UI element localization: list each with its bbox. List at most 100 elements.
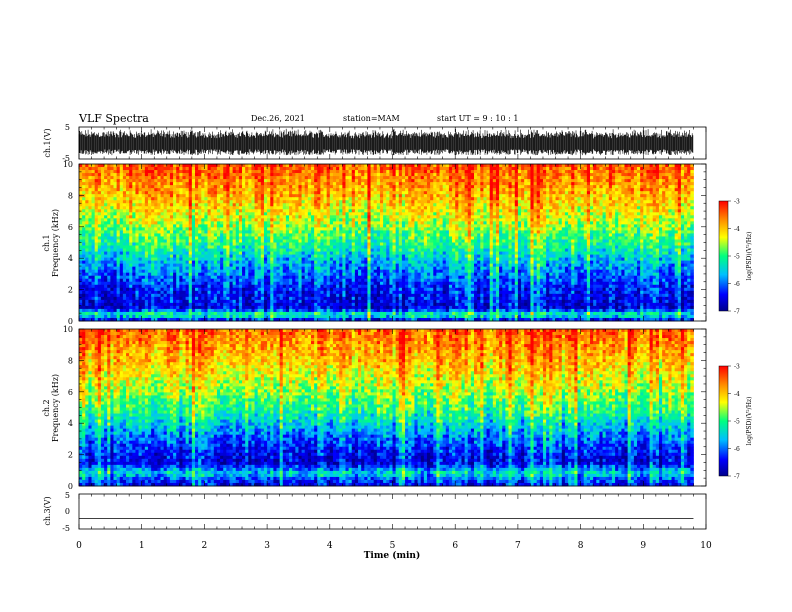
- spectrogram-cell: [389, 182, 393, 186]
- spectrogram-cell: [445, 218, 450, 222]
- spectrogram-cell: [201, 221, 205, 225]
- spectrogram-cell: [276, 206, 281, 210]
- spectrogram-cell: [401, 209, 406, 213]
- spectrogram-cell: [408, 206, 412, 210]
- spectrogram-cell: [608, 209, 613, 213]
- spectrogram-cell: [458, 203, 462, 207]
- spectrogram-cell: [138, 215, 143, 219]
- spectrogram-cell: [248, 218, 252, 222]
- spectrogram-cell: [502, 164, 506, 168]
- spectrogram-cell: [179, 164, 183, 168]
- spectrogram-cell: [307, 224, 312, 228]
- spectrogram-cell: [486, 179, 491, 183]
- spectrogram-cell: [129, 179, 133, 183]
- spectrogram-cell: [179, 215, 183, 219]
- spectrogram-cell: [655, 218, 660, 222]
- spectrogram-cell: [414, 182, 418, 186]
- spectrogram-cell: [655, 215, 660, 219]
- spectrogram-cell: [370, 215, 375, 219]
- spectrogram-cell: [336, 212, 340, 216]
- spectrogram-cell: [467, 173, 472, 177]
- spectrogram-cell: [514, 188, 519, 192]
- spectrogram-cell: [323, 209, 328, 213]
- spectrogram-cell: [474, 227, 478, 231]
- spectrogram-cell: [546, 221, 550, 225]
- spectrogram-cell: [104, 224, 108, 228]
- spectrogram-cell: [662, 203, 666, 207]
- spectrogram-cell: [568, 167, 572, 171]
- spectrogram-cell: [420, 173, 425, 177]
- spectrogram-cell: [508, 197, 513, 201]
- spectrogram-cell: [166, 233, 171, 237]
- spectrogram-cell: [568, 200, 572, 204]
- spectrogram-cell: [295, 197, 299, 201]
- spectrogram-cell: [317, 173, 321, 177]
- spectrogram-cell: [289, 212, 293, 216]
- spectrogram-cell: [169, 197, 174, 201]
- spectrogram-cell: [104, 209, 108, 213]
- spectrogram-cell: [216, 236, 221, 240]
- spectrogram-cell: [198, 173, 202, 177]
- spectrogram-cell: [370, 206, 375, 210]
- spectrogram-cell: [176, 179, 180, 183]
- spectrogram-cell: [326, 227, 331, 231]
- spectrogram-cell: [555, 203, 560, 207]
- spectrogram-cell: [182, 188, 186, 192]
- spectrogram-cell: [91, 203, 96, 207]
- spectrogram-cell: [232, 176, 237, 180]
- spectrogram-cell: [235, 206, 240, 210]
- spectrogram-cell: [379, 197, 384, 201]
- spectrogram-cell: [104, 227, 108, 231]
- spectrogram-cell: [684, 173, 688, 177]
- spectrogram-cell: [116, 203, 121, 207]
- spectrogram-cell: [615, 191, 619, 195]
- spectrogram-cell: [536, 191, 541, 195]
- spectrogram-cell: [564, 230, 569, 234]
- spectrogram-cell: [254, 227, 259, 231]
- spectrogram-cell: [336, 200, 340, 204]
- spectrogram-cell: [637, 236, 641, 240]
- spectrogram-cell: [511, 209, 516, 213]
- spectrogram-cell: [292, 233, 296, 237]
- spectrogram-cell: [166, 230, 171, 234]
- spectrogram-cell: [100, 203, 105, 207]
- spectrogram-cell: [615, 173, 619, 177]
- spectrogram-cell: [448, 191, 453, 195]
- spectrogram-cell: [144, 218, 149, 222]
- spectrogram-cell: [674, 206, 679, 210]
- spectrogram-cell: [483, 212, 487, 216]
- spectrogram-cell: [216, 188, 221, 192]
- spectrogram-cell: [461, 197, 466, 201]
- spectrogram-cell: [229, 227, 234, 231]
- spectrogram-cell: [633, 164, 638, 168]
- spectrogram-cell: [260, 182, 265, 186]
- spectrogram-cell: [188, 170, 193, 174]
- spectrogram-cell: [254, 209, 259, 213]
- spectrogram-cell: [329, 215, 334, 219]
- spectrogram-cell: [430, 212, 434, 216]
- spectrogram-cell: [542, 206, 547, 210]
- spectrogram-cell: [505, 194, 509, 198]
- spectrogram-cell: [126, 188, 130, 192]
- spectrogram-cell: [580, 227, 585, 231]
- spectrogram-cell: [379, 179, 384, 183]
- spectrogram-cell: [477, 197, 481, 201]
- spectrogram-cell: [138, 167, 143, 171]
- spectrogram-cell: [624, 212, 629, 216]
- spectrogram-cell: [477, 218, 481, 222]
- spectrogram-cell: [232, 218, 237, 222]
- spectrogram-cell: [618, 179, 622, 183]
- spectrogram-cell: [348, 227, 353, 231]
- spectrogram-cell: [680, 206, 685, 210]
- spectrogram-cell: [267, 215, 271, 219]
- spectrogram-cell: [643, 212, 647, 216]
- spectrogram-cell: [458, 179, 462, 183]
- spectrogram-cell: [533, 230, 538, 234]
- spectrogram-cell: [420, 170, 425, 174]
- spectrogram-cell: [276, 200, 281, 204]
- spectrogram-cell: [263, 230, 268, 234]
- spectrogram-cell: [100, 185, 105, 189]
- spectrogram-cell: [345, 164, 350, 168]
- spectrogram-cell: [470, 176, 475, 180]
- spectrogram-cell: [160, 200, 165, 204]
